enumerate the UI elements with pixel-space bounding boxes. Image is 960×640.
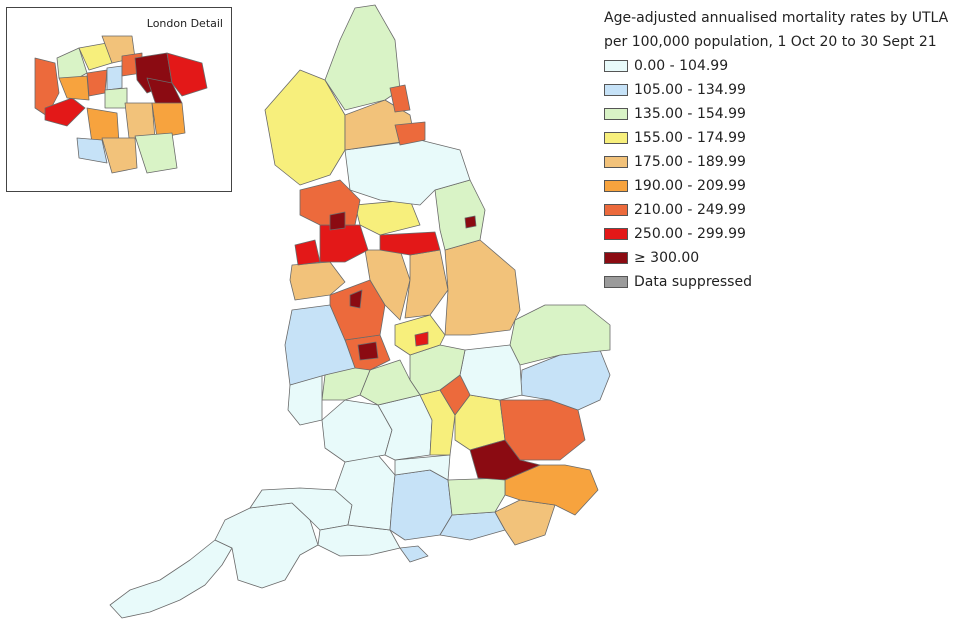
borough-ealing (58, 75, 90, 101)
legend-swatch (604, 60, 628, 72)
region-south-yorkshire (379, 231, 441, 256)
region-northumberland (324, 4, 401, 111)
legend-swatch (604, 84, 628, 96)
borough-westminster (104, 87, 128, 109)
legend-item: 210.00 - 249.99 (604, 198, 948, 222)
region-east-riding (434, 179, 486, 251)
region-london (469, 439, 541, 481)
legend-label: 190.00 - 209.99 (634, 178, 746, 194)
map-legend: Age-adjusted annualised mortality rates … (604, 6, 948, 294)
legend-item: 190.00 - 209.99 (604, 174, 948, 198)
legend-label: 155.00 - 174.99 (634, 130, 746, 146)
legend-swatch (604, 228, 628, 240)
region-north-yorkshire (344, 139, 471, 206)
legend-item: ≥ 300.00 (604, 246, 948, 270)
legend-swatch (604, 180, 628, 192)
legend-item: 250.00 - 299.99 (604, 222, 948, 246)
borough-croydon (101, 137, 138, 174)
borough-southwark (124, 102, 156, 139)
borough-redbridge (166, 52, 208, 97)
region-kent (504, 464, 599, 516)
legend-label: 250.00 - 299.99 (634, 226, 746, 242)
legend-item: 135.00 - 154.99 (604, 102, 948, 126)
inset-title: London Detail (146, 17, 223, 30)
borough-sutton (76, 137, 108, 164)
borough-hounslow (44, 97, 86, 127)
legend-label: 0.00 - 104.99 (634, 58, 729, 74)
legend-title-line-1: Age-adjusted annualised mortality rates … (604, 10, 949, 26)
region-west-yorkshire (354, 199, 421, 236)
region-tyneside (389, 84, 411, 113)
legend-swatch (604, 132, 628, 144)
region-isle-of-wight (399, 545, 429, 563)
legend-item: 0.00 - 104.99 (604, 54, 948, 78)
region-berkshire (394, 454, 451, 481)
region-dorset (317, 524, 401, 557)
legend-label: 105.00 - 134.99 (634, 82, 746, 98)
london-detail-inset: London Detail (6, 7, 232, 192)
legend-item: 155.00 - 174.99 (604, 126, 948, 150)
region-east-sussex (494, 499, 556, 546)
region-nottingham (414, 331, 429, 347)
region-sandwell (357, 341, 379, 361)
legend-label: 135.00 - 154.99 (634, 106, 746, 122)
region-teesside (394, 121, 426, 146)
region-wolverhampton (349, 289, 363, 309)
region-blackburn (329, 211, 346, 231)
borough-lewisham (151, 102, 186, 139)
legend-swatch (604, 204, 628, 216)
region-devon (214, 502, 319, 589)
london-detail-map (34, 35, 208, 174)
legend-item: 175.00 - 189.99 (604, 150, 948, 174)
borough-brent (86, 69, 108, 97)
region-nottinghamshire (404, 249, 449, 319)
region-hampshire (389, 469, 453, 541)
legend-label: ≥ 300.00 (634, 250, 700, 266)
legend-swatch (604, 156, 628, 168)
legend-label: Data suppressed (634, 274, 752, 290)
borough-hillingdon (34, 57, 60, 117)
region-cambridgeshire (459, 344, 523, 401)
legend-swatch (604, 108, 628, 120)
borough-camden (106, 65, 123, 91)
legend-items: 0.00 - 104.99 105.00 - 134.99 135.00 - 1… (604, 54, 948, 294)
region-surrey (447, 477, 506, 516)
legend-item: 105.00 - 134.99 (604, 78, 948, 102)
legend-label: 175.00 - 189.99 (634, 154, 746, 170)
region-hull (464, 215, 477, 229)
legend-item: Data suppressed (604, 270, 948, 294)
legend-swatch (604, 252, 628, 264)
legend-swatch (604, 276, 628, 288)
legend-label: 210.00 - 249.99 (634, 202, 746, 218)
region-merseyside (294, 239, 321, 266)
region-greater-manchester (319, 224, 369, 263)
borough-bromley (134, 132, 178, 174)
legend-title-line-2: per 100,000 population, 1 Oct 20 to 30 S… (604, 34, 937, 50)
region-lincolnshire (444, 239, 521, 336)
region-cornwall (109, 539, 233, 619)
